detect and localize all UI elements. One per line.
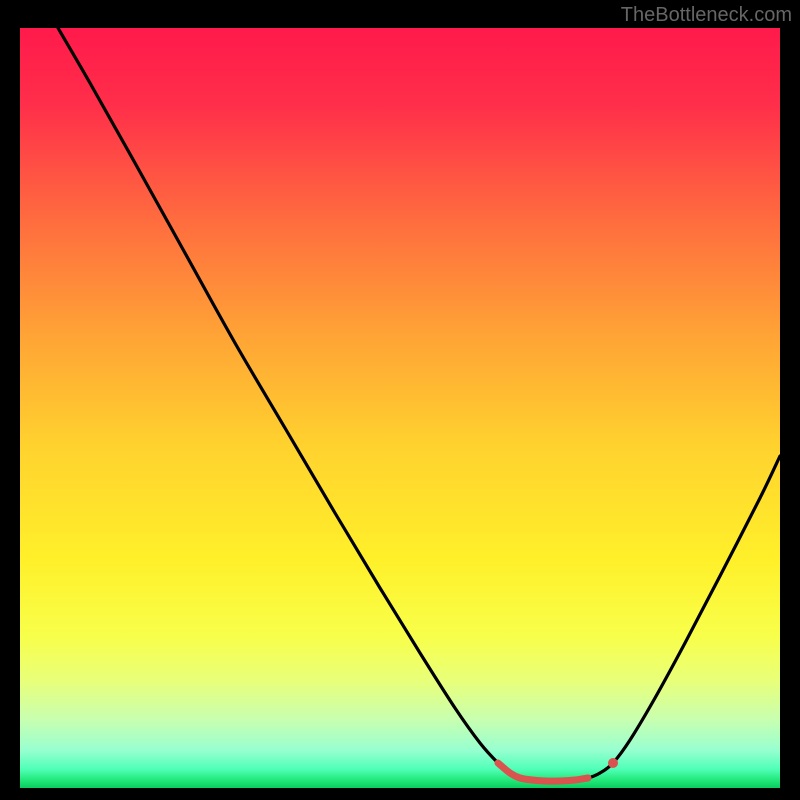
gradient-background	[20, 28, 780, 788]
attribution-text: TheBottleneck.com	[621, 4, 792, 27]
gradient-rect	[20, 28, 780, 788]
plot-area	[20, 28, 780, 788]
chart-container: TheBottleneck.com	[0, 0, 800, 800]
